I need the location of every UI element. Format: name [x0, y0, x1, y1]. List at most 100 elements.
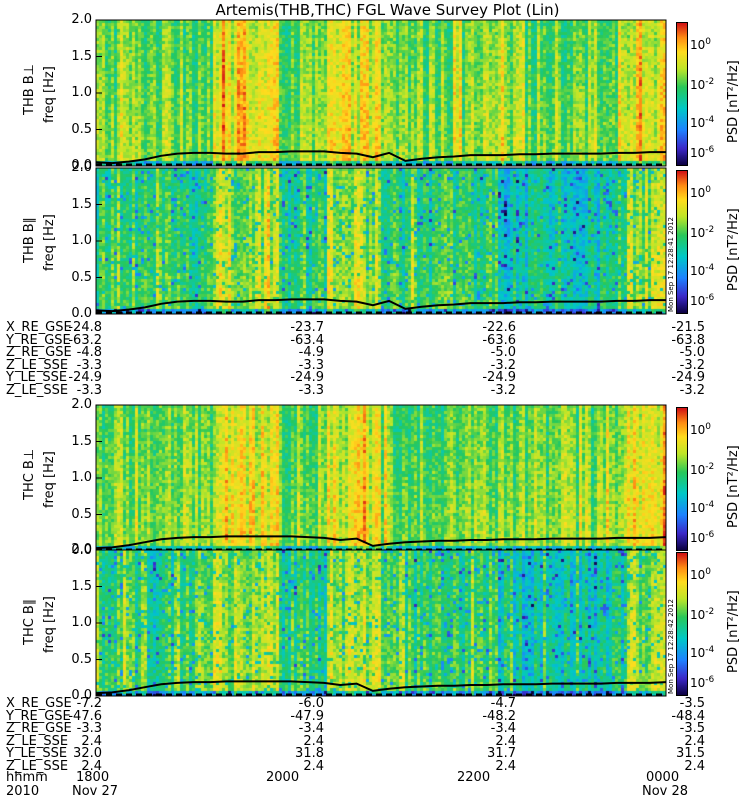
y-tick-label: 1.5: [71, 433, 92, 449]
colorbar: [676, 170, 688, 314]
colorbar-tick-label: 10-4: [690, 645, 715, 661]
colorbar-tick-label: 10-6: [690, 675, 715, 691]
colorbar-label: PSD [nT²/Hz]: [726, 590, 741, 673]
y-tick-label: 0.5: [71, 121, 92, 137]
time-tick-label: 2000: [266, 770, 300, 785]
ephemeris-value: -7.2: [76, 696, 102, 711]
date-tick-label: Nov 28: [642, 784, 689, 799]
ephemeris-value: -3.3: [76, 357, 102, 373]
panel-probe-label: THB B⊥: [22, 63, 37, 115]
panel-probe-label: THB B∥: [22, 216, 37, 263]
ephemeris-value: -5.0: [679, 345, 705, 360]
timestamp-stamp: Mon Sep 17 12:28:41 2012: [667, 216, 675, 312]
ephemeris-value: -3.3: [76, 721, 102, 736]
time-tick-label: 2200: [457, 770, 491, 785]
y-tick-label: 0.5: [71, 269, 92, 285]
ephemeris-value: -63.2: [68, 332, 102, 348]
ephemeris-value: -21.5: [671, 320, 705, 335]
y-axis-label: freq [Hz]: [42, 451, 57, 508]
ephemeris-value: 32.0: [73, 746, 102, 761]
ephemeris-value: -22.6: [482, 320, 516, 335]
colorbar-tick-label: 10-6: [690, 293, 715, 309]
colorbar-tick-label: 10-2: [690, 606, 715, 622]
spectrogram-thb-1: [96, 168, 666, 314]
spectrogram-thb-0: [96, 20, 666, 166]
chart-title: Artemis(THB,THC) FGL Wave Survey Plot (L…: [215, 1, 560, 19]
y-tick-label: 1.5: [71, 48, 92, 64]
ephemeris-label: Y_LE_SSE: [6, 746, 68, 761]
ephemeris-value: 2.4: [303, 733, 324, 749]
y-axis-label: freq [Hz]: [42, 596, 57, 653]
y-tick-label: 2.0: [71, 160, 92, 175]
y-tick-label: 1.0: [71, 470, 92, 485]
ephemeris-value: 2.4: [495, 758, 516, 774]
colorbar-tick-label: 10-4: [690, 263, 715, 279]
ephemeris-value: -3.3: [298, 382, 324, 398]
time-tick-label: 1800: [76, 770, 110, 785]
ephemeris-label: Y_RE_GSE: [6, 332, 71, 348]
time-axis-year: 2010: [6, 784, 40, 799]
colorbar: [676, 407, 688, 551]
ephemeris-label: Z_LE_SSE: [6, 758, 69, 774]
ephemeris-value: -47.9: [290, 708, 324, 724]
ephemeris-value: -63.4: [290, 332, 324, 348]
ephemeris-label: X_RE_GSE: [6, 696, 72, 711]
y-tick-label: 2.0: [71, 397, 92, 412]
ephemeris-value: -6.0: [298, 696, 324, 711]
y-tick-label: 2.0: [71, 12, 92, 27]
panel-probe-label: THC B∥: [22, 598, 37, 645]
ephemeris-label: Z_LE_SSE: [6, 733, 69, 749]
ephemeris-value: -3.3: [298, 357, 324, 373]
ephemeris-value: -3.3: [76, 382, 102, 398]
colorbar: [676, 552, 688, 696]
ephemeris-value: -3.4: [298, 721, 324, 736]
ephemeris-label: Z_RE_GSE: [6, 721, 72, 736]
colorbar-tick-label: 100: [690, 185, 712, 201]
ephemeris-value: 2.4: [81, 733, 102, 749]
colorbar-tick-label: 10-2: [690, 461, 715, 477]
ephemeris-value: -47.6: [68, 708, 102, 724]
ephemeris-label: Z_LE_SSE: [6, 357, 69, 373]
colorbar-tick-label: 10-2: [690, 76, 715, 92]
ephemeris-value: -24.9: [482, 370, 516, 385]
ephemeris-label: X_RE_GSE: [6, 320, 72, 335]
colorbar-tick-label: 100: [690, 567, 712, 583]
y-tick-label: 1.0: [71, 233, 92, 248]
colorbar: [676, 22, 688, 166]
ephemeris-value: 2.4: [303, 758, 324, 774]
ephemeris-value: -24.9: [290, 370, 324, 385]
ephemeris-value: -3.5: [679, 696, 705, 711]
ephemeris-value: -24.9: [68, 370, 102, 385]
colorbar-tick-label: 10-6: [690, 145, 715, 161]
y-axis-label: freq [Hz]: [42, 66, 57, 123]
spectrogram-thc-3: [96, 550, 666, 696]
colorbar-tick-label: 100: [690, 37, 712, 53]
ephemeris-value: -24.9: [671, 370, 705, 385]
colorbar-tick-label: 10-4: [690, 115, 715, 131]
y-tick-label: 1.0: [71, 615, 92, 630]
y-tick-label: 0.0: [71, 688, 92, 703]
ephemeris-value: -5.0: [490, 345, 516, 360]
ephemeris-value: -48.2: [482, 708, 516, 724]
ephemeris-label: Y_LE_SSE: [6, 370, 68, 385]
ephemeris-value: 2.4: [495, 733, 516, 749]
ephemeris-value: -4.9: [298, 345, 324, 360]
ephemeris-value: -3.2: [679, 357, 705, 373]
y-tick-label: 1.5: [71, 578, 92, 594]
y-tick-label: 0.0: [71, 543, 92, 558]
y-tick-label: 1.5: [71, 196, 92, 212]
colorbar-tick-label: 100: [690, 422, 712, 438]
colorbar-label: PSD [nT²/Hz]: [726, 60, 741, 143]
ephemeris-label: Y_RE_GSE: [6, 708, 71, 724]
ephemeris-label: Z_RE_GSE: [6, 345, 72, 360]
y-tick-label: 0.5: [71, 506, 92, 522]
ephemeris-value: -63.8: [671, 332, 705, 348]
ephemeris-value: -3.2: [490, 357, 516, 373]
colorbar-label: PSD [nT²/Hz]: [726, 445, 741, 528]
panel-probe-label: THC B⊥: [22, 448, 37, 500]
y-tick-label: 2.0: [71, 542, 92, 557]
ephemeris-value: -3.5: [679, 721, 705, 736]
y-tick-label: 1.0: [71, 85, 92, 100]
ephemeris-value: -23.7: [290, 320, 324, 335]
date-tick-label: Nov 27: [72, 784, 119, 799]
